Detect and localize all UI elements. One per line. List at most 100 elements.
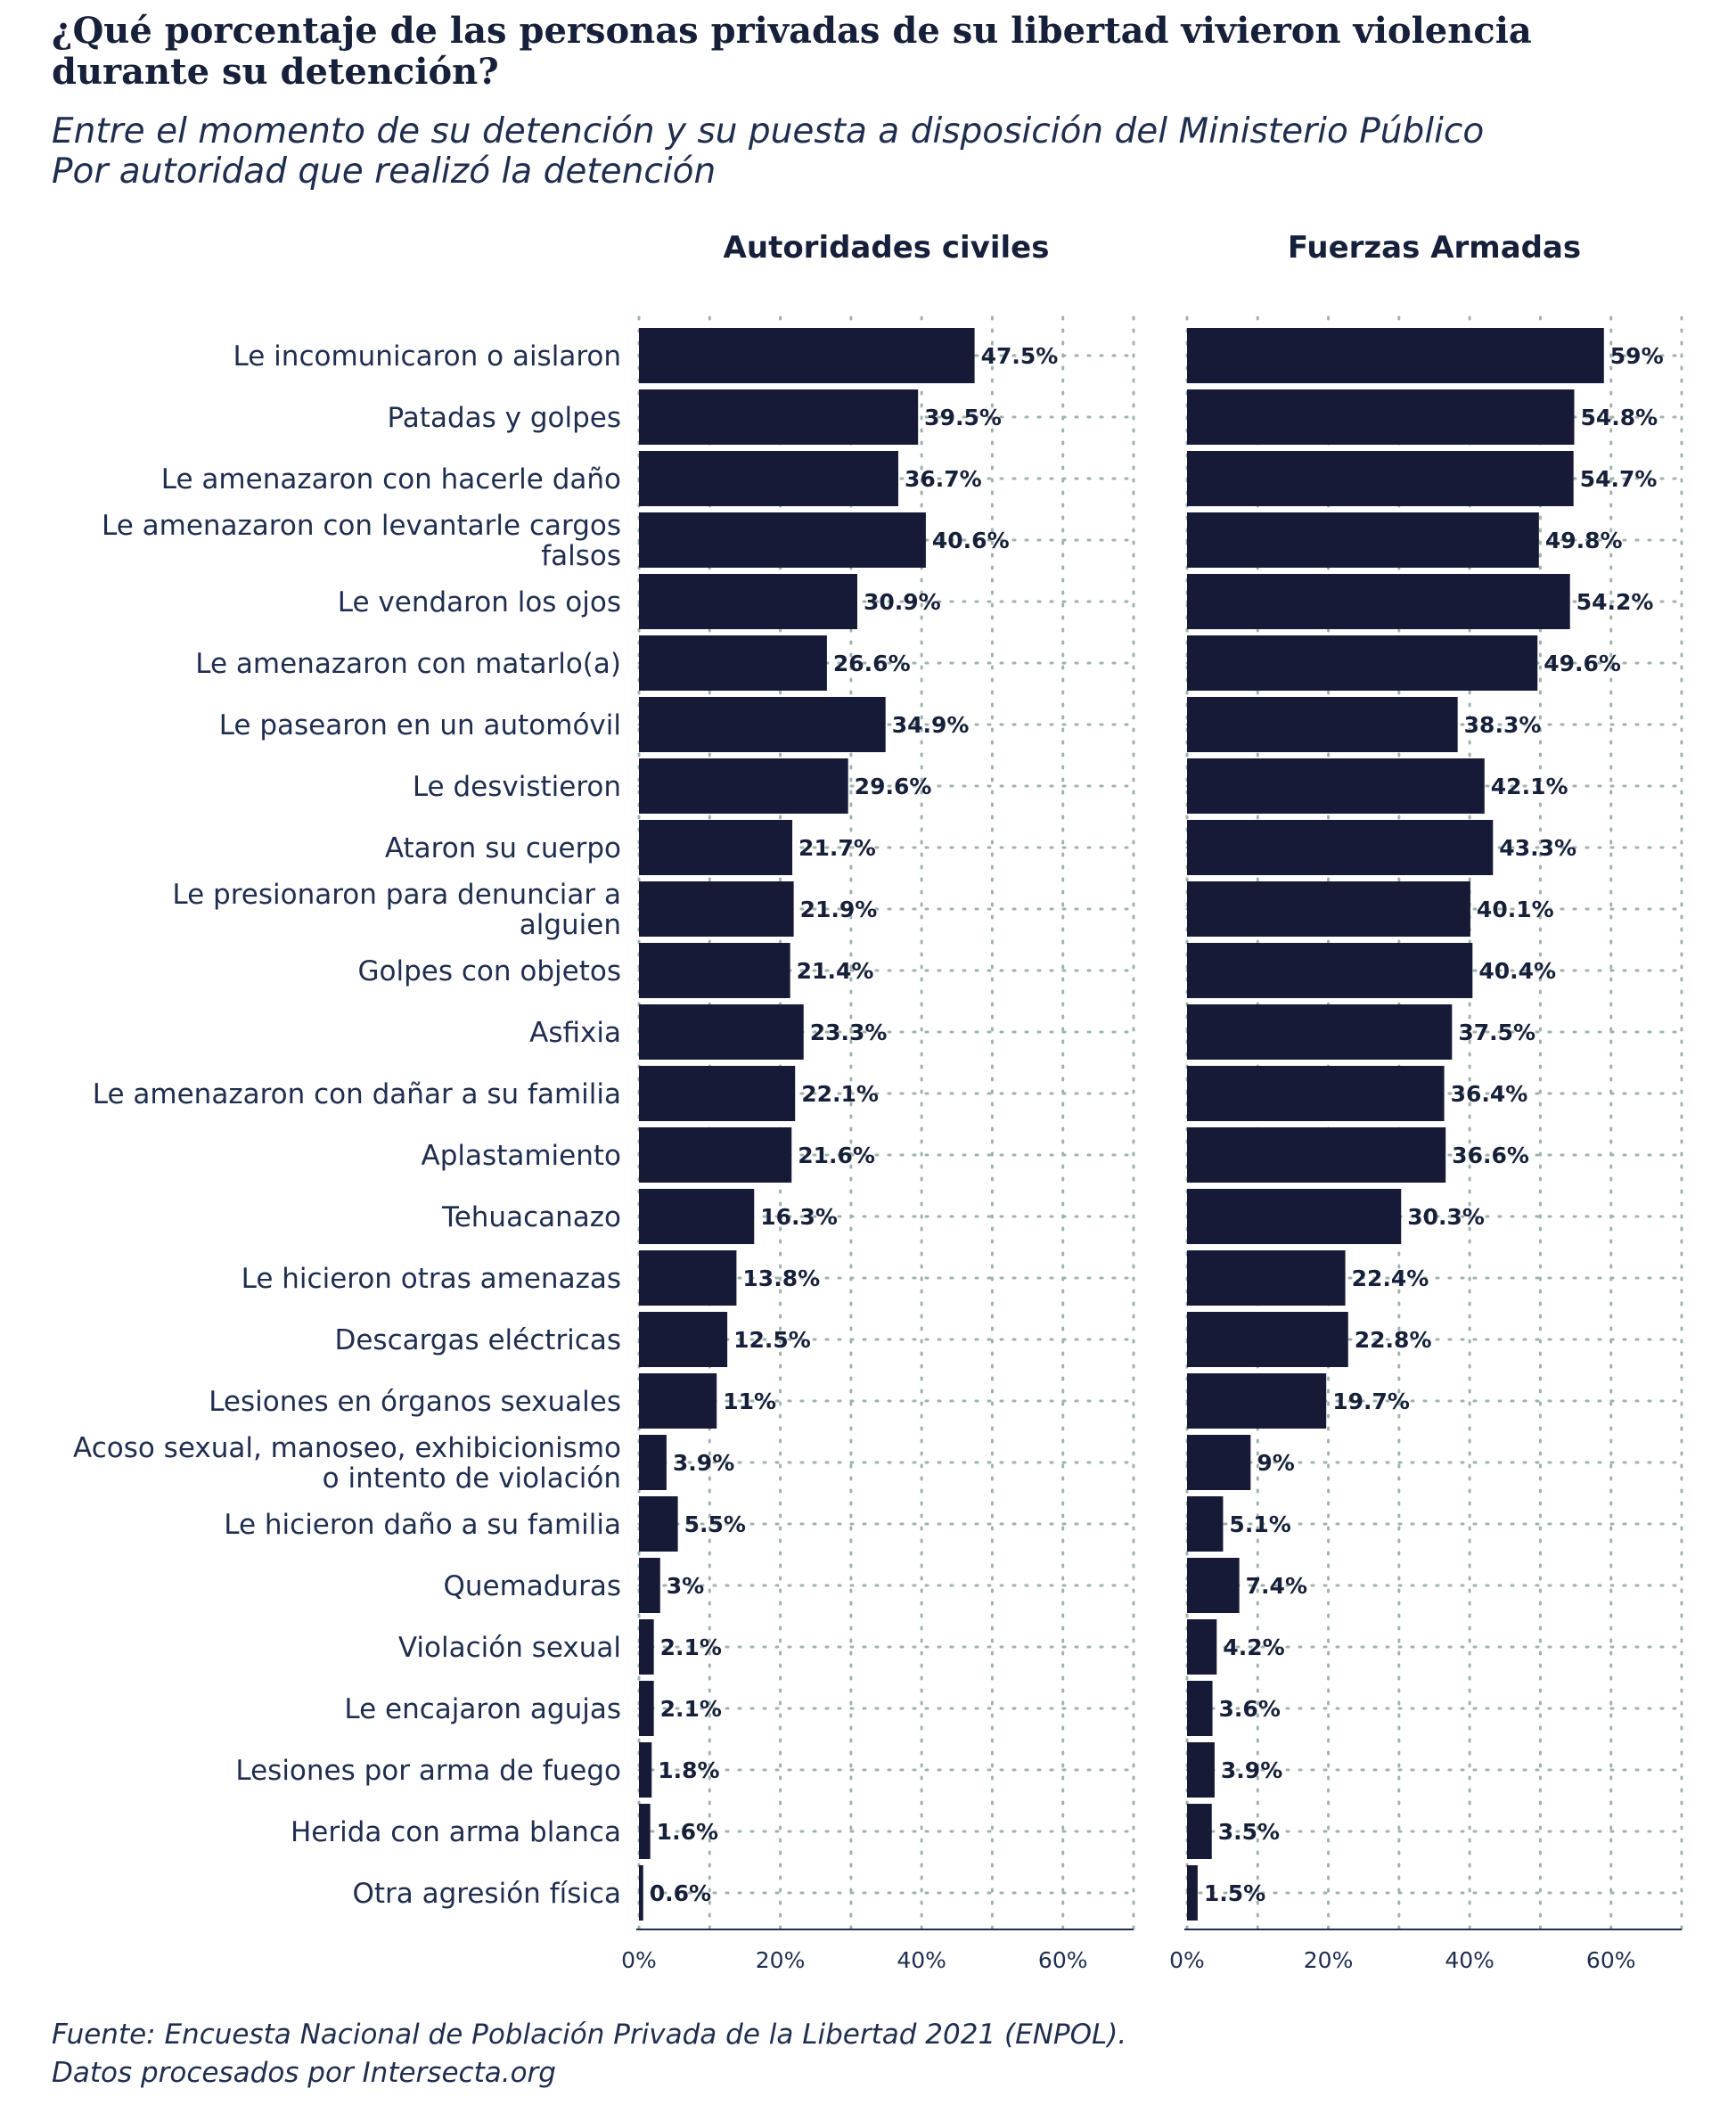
value-label: 34.9% bbox=[892, 712, 970, 738]
facet-title: Autoridades civiles bbox=[724, 230, 1050, 266]
x-tick-label: 0% bbox=[621, 1947, 657, 1973]
category-label: Lesiones por arma de fuego bbox=[235, 1755, 621, 1787]
bar bbox=[1187, 1865, 1198, 1921]
caption-line-2: Datos procesados por Intersecta.org bbox=[52, 2057, 556, 2089]
value-label: 0.6% bbox=[650, 1880, 711, 1906]
bar bbox=[1187, 1066, 1445, 1121]
bar bbox=[639, 820, 793, 875]
bar bbox=[639, 1066, 796, 1121]
value-label: 21.6% bbox=[798, 1143, 875, 1168]
value-label: 3.9% bbox=[1221, 1757, 1282, 1783]
category-label-line: falsos bbox=[541, 540, 621, 572]
category-label: Le amenazaron con matarlo(a) bbox=[195, 648, 621, 680]
bar bbox=[1187, 1558, 1240, 1613]
value-label: 22.1% bbox=[801, 1081, 879, 1107]
bar bbox=[639, 1250, 737, 1306]
bar bbox=[639, 512, 926, 568]
value-label: 2.1% bbox=[660, 1696, 722, 1722]
category-label: Otra agresión física bbox=[352, 1878, 621, 1910]
bar bbox=[1187, 1435, 1251, 1490]
x-tick-label: 40% bbox=[1445, 1947, 1494, 1973]
value-labels: 47.5% 39.5% 36.7% 40.6% 30.9% 26.6% 34.9% 29.6%… bbox=[650, 343, 1059, 1906]
value-label: 3.9% bbox=[673, 1450, 734, 1476]
bar bbox=[1187, 820, 1494, 875]
bar bbox=[1187, 1250, 1346, 1306]
value-label: 11% bbox=[723, 1388, 776, 1414]
value-label: 38.3% bbox=[1464, 712, 1542, 738]
bar bbox=[639, 389, 919, 445]
bar bbox=[639, 1004, 804, 1060]
subtitle-line-2: Por autoridad que realizó la detención bbox=[52, 152, 716, 192]
value-label: 26.6% bbox=[833, 651, 911, 676]
bar bbox=[1187, 943, 1473, 998]
bar bbox=[639, 881, 794, 937]
bar bbox=[639, 1804, 651, 1859]
bar bbox=[639, 1742, 652, 1798]
value-label: 47.5% bbox=[981, 343, 1059, 369]
bar bbox=[639, 758, 848, 814]
category-label: Le amenazaron con levantarle cargos falso… bbox=[102, 510, 621, 572]
value-label: 40.4% bbox=[1478, 958, 1556, 984]
bar bbox=[1187, 328, 1604, 383]
bar bbox=[639, 1558, 660, 1613]
value-label: 3.6% bbox=[1219, 1696, 1281, 1722]
x-tick-labels: 0% 20% 40% 60% bbox=[1169, 1947, 1635, 1973]
subtitle-line-1: Entre el momento de su detención y su pu… bbox=[52, 111, 1484, 152]
value-label: 21.9% bbox=[800, 897, 878, 922]
chart-subtitle: Entre el momento de su detención y su pu… bbox=[52, 111, 1484, 192]
category-label: Le amenazaron con hacerle daño bbox=[161, 463, 621, 496]
bar bbox=[1187, 1004, 1453, 1060]
bar bbox=[1187, 1312, 1348, 1367]
x-tick-label: 20% bbox=[756, 1947, 806, 1973]
value-label: 40.1% bbox=[1477, 897, 1554, 922]
category-label: Patadas y golpes bbox=[388, 402, 622, 434]
value-label: 36.6% bbox=[1452, 1143, 1529, 1168]
category-label: Le incomunicaron o aislaron bbox=[233, 340, 621, 373]
value-label: 49.8% bbox=[1545, 528, 1623, 553]
value-label: 42.1% bbox=[1491, 774, 1568, 799]
category-label: Quemaduras bbox=[443, 1570, 621, 1602]
value-label: 29.6% bbox=[855, 774, 932, 799]
bar bbox=[639, 1127, 792, 1183]
category-label: Le hicieron daño a su familia bbox=[224, 1509, 621, 1541]
bar bbox=[1187, 574, 1570, 629]
value-label: 54.8% bbox=[1580, 405, 1658, 430]
category-label-line: alguien bbox=[520, 909, 621, 941]
bar bbox=[1187, 1619, 1217, 1675]
value-label: 36.4% bbox=[1451, 1081, 1528, 1107]
bar bbox=[639, 328, 975, 383]
category-label-line: Acoso sexual, manoseo, exhibicionismo bbox=[73, 1432, 621, 1464]
value-label: 30.3% bbox=[1407, 1204, 1485, 1230]
category-label: Tehuacanazo bbox=[441, 1201, 621, 1233]
x-tick-label: 60% bbox=[1586, 1947, 1636, 1973]
horizontal-gridlines bbox=[637, 354, 1135, 1895]
bar bbox=[639, 1189, 755, 1244]
bar bbox=[1187, 758, 1485, 814]
category-label: Ataron su cuerpo bbox=[385, 832, 621, 864]
value-label: 21.4% bbox=[797, 958, 874, 984]
bar bbox=[1187, 1127, 1446, 1183]
bar bbox=[639, 1312, 728, 1367]
chart-caption: Fuente: Encuesta Nacional de Población P… bbox=[52, 2019, 1126, 2089]
value-label: 5.5% bbox=[684, 1511, 746, 1537]
panel-autoridades-civiles: Autoridades civiles 47.5% 39.5% 36.7% 40.6% 3… bbox=[621, 230, 1135, 1973]
bar bbox=[639, 1681, 654, 1736]
bar bbox=[1187, 697, 1458, 752]
bar bbox=[639, 1496, 678, 1552]
value-label: 12.5% bbox=[733, 1327, 811, 1353]
category-label-line: Le amenazaron con levantarle cargos bbox=[102, 510, 621, 542]
bar bbox=[639, 574, 857, 629]
value-label: 43.3% bbox=[1499, 835, 1576, 861]
panel-fuerzas-armadas: Fuerzas Armadas 59% 54.8% 54.7% 49.8% 54.2% 49… bbox=[1169, 230, 1683, 1973]
title-line-2: durante su detención? bbox=[52, 51, 499, 93]
x-tick-label: 20% bbox=[1304, 1947, 1354, 1973]
bar bbox=[639, 1435, 667, 1490]
bar bbox=[1187, 1804, 1212, 1859]
bar bbox=[639, 451, 898, 506]
bar bbox=[639, 1619, 654, 1675]
value-label: 22.4% bbox=[1352, 1265, 1429, 1291]
caption-line-1: Fuente: Encuesta Nacional de Población P… bbox=[52, 2019, 1126, 2051]
bars bbox=[639, 328, 975, 1921]
category-label: Descargas eléctricas bbox=[334, 1324, 621, 1356]
value-label: 5.1% bbox=[1229, 1511, 1290, 1537]
